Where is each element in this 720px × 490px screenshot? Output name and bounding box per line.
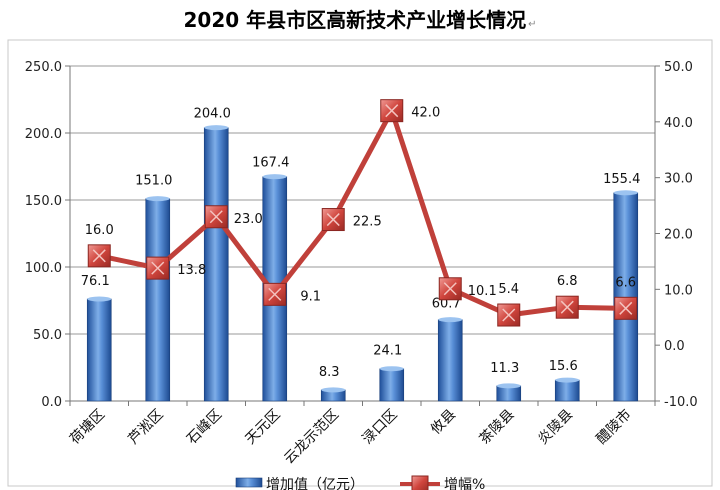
category-label: 茶陵县	[477, 407, 518, 448]
legend-line-marker	[411, 475, 429, 490]
bar-data-label: 155.4	[603, 172, 640, 187]
bar-top-cap	[555, 377, 580, 383]
chart-title: 2020 年县市区高新技术产业增长情况 ↵	[0, 4, 720, 33]
bar-data-label: 167.4	[252, 156, 289, 171]
bar-top-cap	[438, 317, 463, 323]
marker-cross	[151, 261, 165, 275]
bar	[86, 298, 112, 402]
chart-border	[7, 39, 713, 487]
marker-cross	[92, 249, 106, 263]
bar-data-label: 15.6	[549, 359, 578, 374]
line-data-label: 13.8	[177, 263, 206, 278]
bar-top-cap	[204, 125, 229, 131]
line-data-label: 9.1	[300, 289, 321, 304]
bar	[437, 319, 463, 402]
category-label: 攸县	[428, 407, 459, 438]
category-label: 天元区	[243, 407, 284, 448]
bar-top-cap	[87, 296, 112, 302]
category-label: 石峰区	[184, 407, 225, 448]
chart-title-text: 2020 年县市区高新技术产业增长情况	[183, 8, 527, 32]
bar-top-cap	[321, 387, 346, 393]
bar-data-label: 60.7	[432, 297, 461, 312]
marker-cross	[326, 213, 340, 227]
bar-top-cap	[613, 190, 638, 196]
marker-cross	[619, 301, 633, 315]
y-left-tick-label: 50.0	[33, 328, 62, 343]
marker-cross	[502, 308, 516, 322]
y-left-tick-label: 0.0	[41, 395, 62, 410]
bar	[554, 379, 580, 402]
bar-data-label: 11.3	[490, 361, 519, 376]
marker-cross	[209, 210, 223, 224]
marker-cross	[385, 104, 399, 118]
legend-bar-swatch	[235, 477, 263, 488]
category-label: 渌口区	[360, 407, 401, 448]
y-left-tick-label: 200.0	[25, 127, 62, 142]
category-label: 醴陵市	[593, 406, 635, 448]
y-left-tick-label: 250.0	[25, 60, 62, 75]
line-data-label: 6.8	[557, 274, 578, 289]
marker-cross	[268, 287, 282, 301]
line-data-label: 42.0	[411, 106, 440, 121]
bar-data-label: 151.0	[135, 174, 172, 189]
bar-top-cap	[379, 366, 404, 372]
y-left-tick-label: 150.0	[25, 194, 62, 209]
bar-top-cap	[262, 174, 287, 180]
line-data-label: 10.1	[468, 284, 497, 299]
legend-line-label: 增幅%	[444, 477, 485, 490]
bar	[145, 198, 171, 402]
y-right-tick-label: -10.0	[664, 395, 698, 410]
bar-data-label: 8.3	[319, 365, 340, 380]
line-data-label: 22.5	[353, 215, 382, 230]
bar-data-label: 204.0	[194, 107, 231, 122]
marker-cross	[443, 282, 457, 296]
category-label: 荷塘区	[67, 407, 108, 448]
bar-top-cap	[145, 196, 170, 202]
line-data-label: 16.0	[85, 223, 114, 238]
bar-data-label: 76.1	[81, 274, 110, 289]
marker-cross	[560, 300, 574, 314]
y-left-tick-label: 100.0	[25, 261, 62, 276]
bar-top-cap	[496, 383, 521, 389]
paragraph-mark-icon: ↵	[528, 19, 537, 30]
line-data-label: 6.6	[615, 275, 636, 290]
bar	[203, 127, 229, 402]
line-series	[98, 108, 626, 318]
line-data-label: 5.4	[498, 282, 519, 297]
y-right-tick-label: 0.0	[664, 339, 685, 354]
y-right-tick-label: 30.0	[664, 172, 693, 187]
category-label: 芦淞区	[126, 407, 167, 448]
legend-bar-label: 增加值（亿元）	[266, 477, 364, 490]
line-data-label: 23.0	[234, 212, 263, 227]
y-right-tick-label: 50.0	[664, 60, 693, 75]
category-label: 云龙示范区	[281, 406, 343, 468]
y-right-tick-label: 40.0	[664, 116, 693, 131]
y-right-tick-label: 10.0	[664, 283, 693, 298]
bar	[379, 368, 405, 402]
category-label: 炎陵县	[535, 407, 576, 448]
y-right-tick-label: 20.0	[664, 228, 693, 243]
bar-data-label: 24.1	[373, 344, 402, 359]
